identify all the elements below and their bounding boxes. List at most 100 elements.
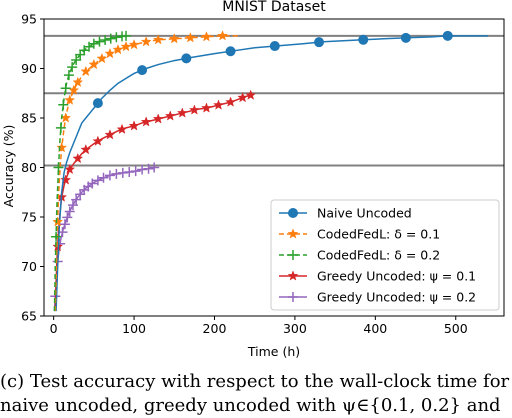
data-point [184,32,196,43]
data-point [237,91,249,103]
data-point [201,31,212,42]
y-tick-label: 95 [21,12,37,27]
data-point [53,162,64,173]
chart-title: MNIST Dataset [222,0,326,15]
accuracy-chart: MNIST Dataset 0 100 200 300 400 500 65 70 75 80 85… [1,0,505,359]
legend-box [270,199,500,311]
data-point [140,36,152,47]
data-point [71,54,82,65]
data-point [128,120,140,131]
data-point [94,36,105,47]
data-point [60,83,71,94]
legend-label: Greedy Uncoded: ψ = 0.1 [317,269,476,284]
data-point [56,141,68,153]
y-tick-label: 80 [21,160,37,175]
data-point [143,163,154,174]
y-tick-label: 70 [21,259,37,274]
x-tick-label: 200 [203,321,227,336]
data-point [63,70,74,81]
data-point [217,30,228,41]
legend-item: Naive Uncoded [279,206,412,221]
y-tick-label: 90 [21,61,37,76]
data-point [72,152,84,164]
caption-line-2: naive uncoded, greedy uncoded with ψ∈{0.… [0,395,501,416]
series-line [54,35,239,312]
data-point [67,200,78,211]
data-point [64,206,75,217]
data-point [111,32,122,43]
data-point [269,41,280,52]
data-point [152,113,164,124]
x-tick-label: 500 [444,321,468,336]
legend-label: Greedy Uncoded: ψ = 0.2 [317,290,476,305]
legend-swatch-marker [288,208,298,218]
legend-label: CodedFedL: δ = 0.1 [317,227,440,242]
data-point [164,110,176,121]
x-tick-label: 300 [283,321,307,336]
data-point [71,194,82,205]
data-point [140,116,152,127]
data-point [104,47,116,59]
data-point [92,135,104,146]
data-point [225,96,237,107]
x-tick-label: 100 [122,321,146,336]
data-point [137,65,148,76]
data-point [52,216,64,227]
data-point [64,163,76,175]
data-point [130,166,141,177]
data-point [67,62,78,73]
data-point [96,52,108,64]
x-axis-label: Time (h) [247,344,300,359]
legend-label: Naive Uncoded [317,206,412,221]
data-point [137,164,148,175]
data-point [92,98,103,109]
legend-swatch-marker [288,250,298,260]
series-0 [55,30,488,312]
data-point [124,167,135,178]
series-4 [50,162,160,312]
reference-lines [44,34,504,167]
legend-swatch-marker [287,228,299,239]
series-layer [50,30,488,312]
data-point [104,170,115,181]
data-point [98,172,109,183]
series-3 [52,89,257,312]
data-point [59,219,70,230]
legend-swatch-marker [287,270,299,281]
data-point [111,168,122,179]
data-point [358,34,369,45]
data-point [62,212,73,223]
series-line [54,94,251,312]
data-point [176,107,188,118]
data-point [104,129,116,140]
series-line [53,166,155,312]
data-point [121,30,132,41]
legend-item: CodedFedL: δ = 0.1 [279,227,440,242]
y-axis-label: Accuracy (%) [1,125,16,208]
legend: Naive Uncoded CodedFedL: δ = 0.1 CodedFedL… [270,199,500,311]
data-point [201,102,212,113]
data-point [88,38,99,49]
data-point [168,33,180,44]
data-point [112,43,124,55]
data-point [51,231,62,242]
x-tick-label: 400 [363,321,387,336]
data-point [64,94,76,105]
data-point [117,167,128,178]
data-point [105,33,116,44]
data-point [128,39,140,50]
data-point [87,178,98,189]
tick-labels: 0 100 200 300 400 500 65 70 75 80 85 90 95 [21,12,468,337]
legend-item: Greedy Uncoded: ψ = 0.2 [279,290,476,305]
axes [40,18,505,320]
data-point [245,89,257,100]
legend-item: Greedy Uncoded: ψ = 0.1 [279,269,476,284]
data-point [58,99,69,110]
series-1 [52,30,239,312]
data-point [100,34,111,45]
data-point [442,30,453,41]
data-point [314,37,325,48]
y-tick-label: 75 [21,210,37,225]
data-point [80,65,92,77]
data-point [72,76,84,87]
